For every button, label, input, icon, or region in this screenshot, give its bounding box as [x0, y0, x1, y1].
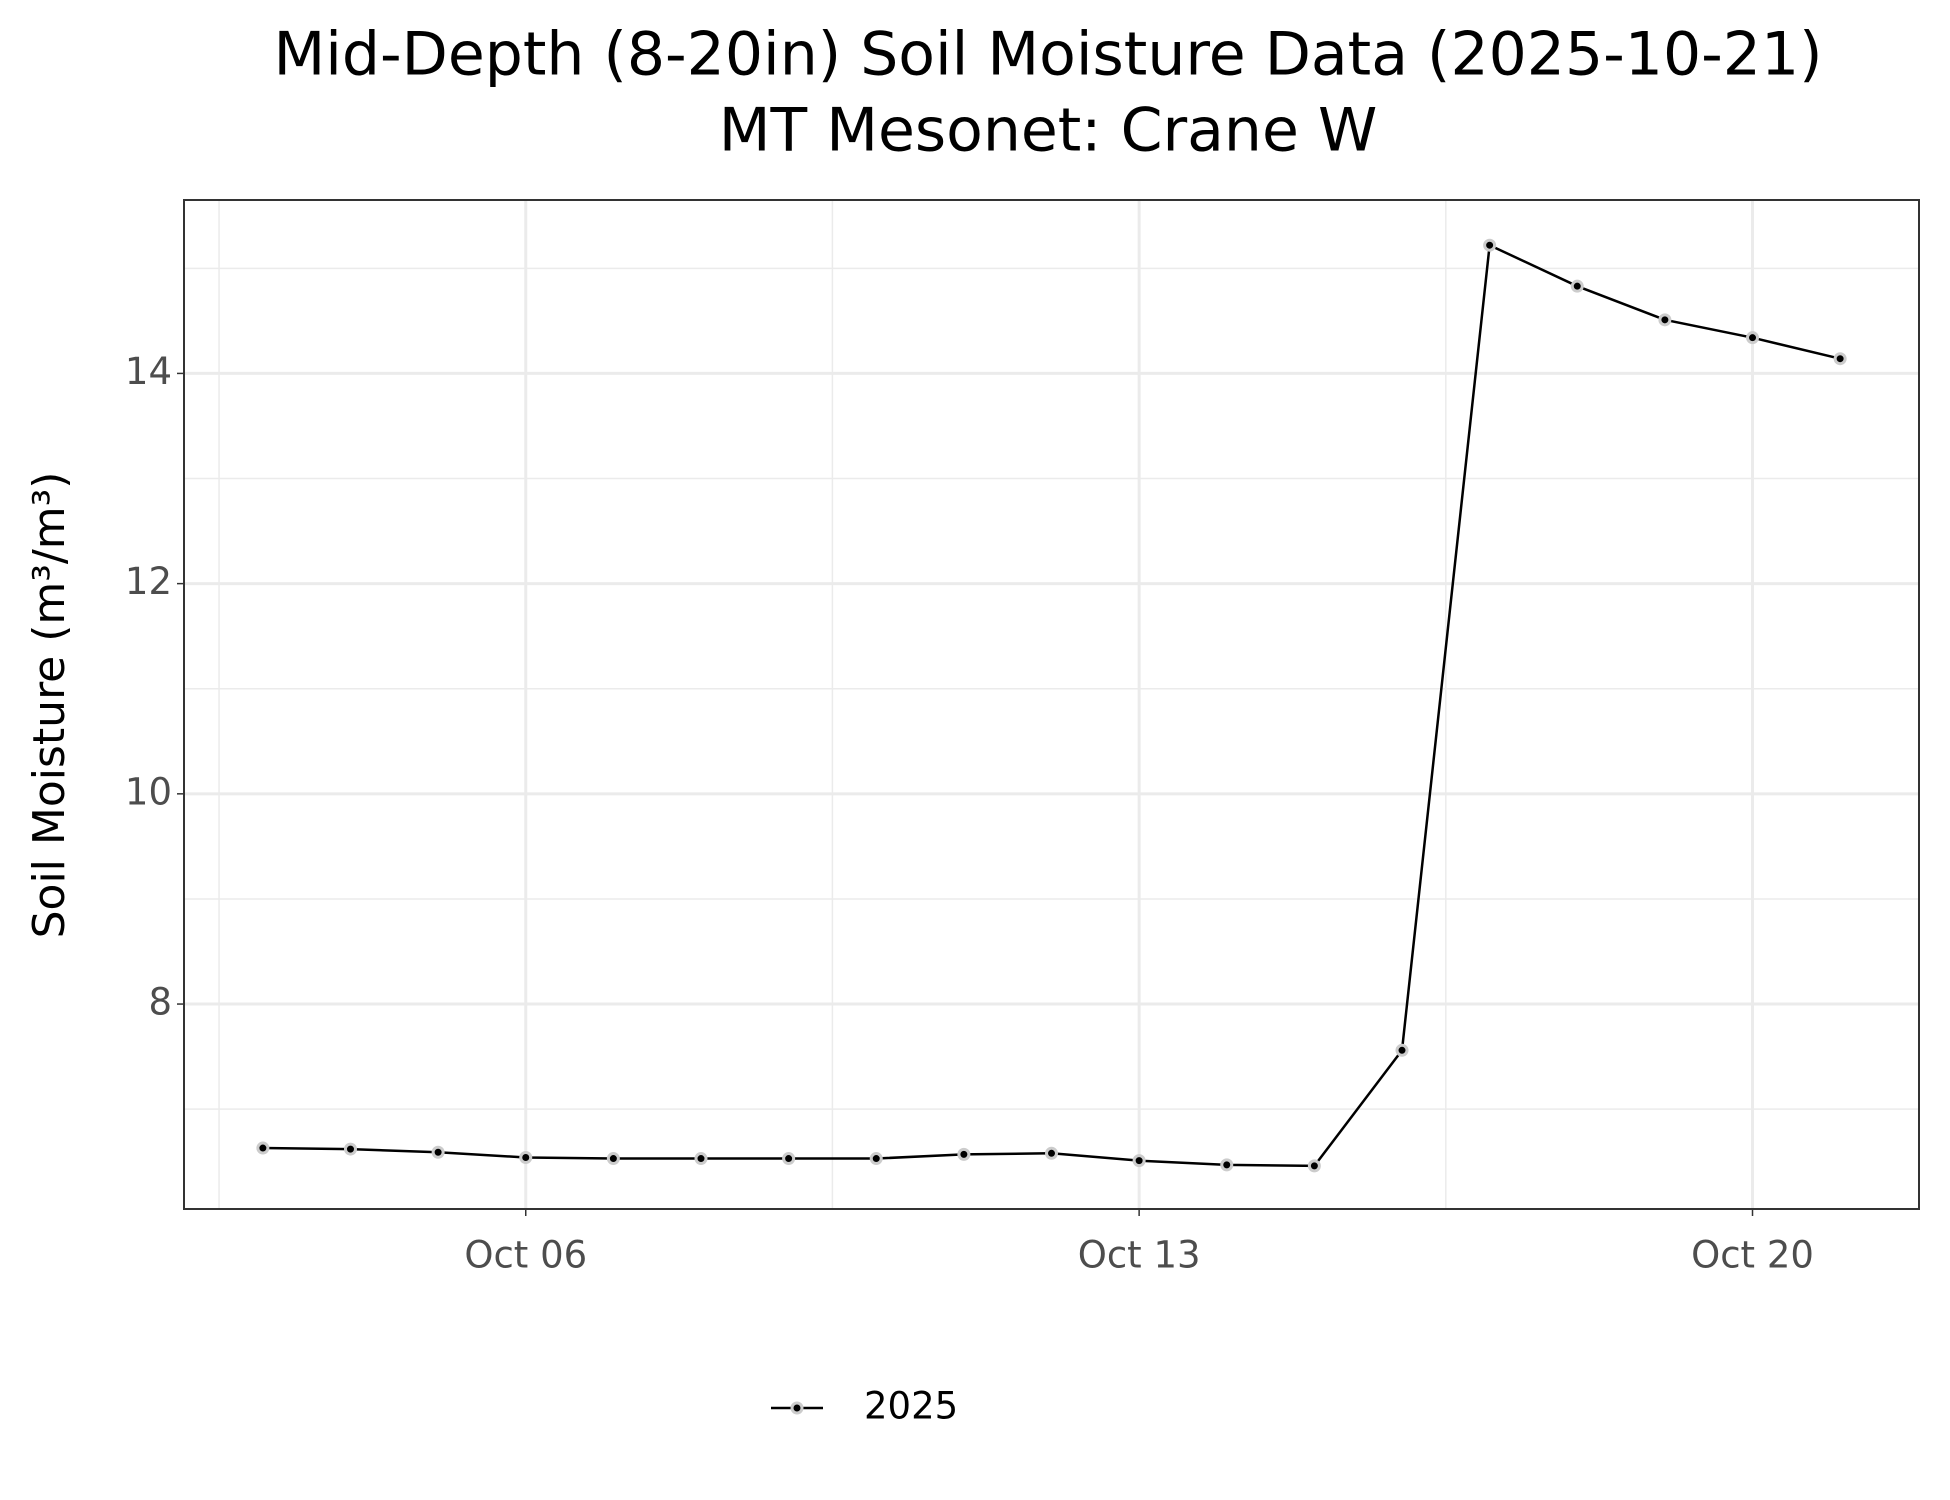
data-point — [1570, 279, 1584, 293]
x-tick-label: Oct 06 — [464, 1234, 587, 1277]
plot-border — [183, 199, 1920, 1210]
legend-label: 2025 — [864, 1385, 958, 1428]
x-tick-label: Oct 13 — [1078, 1234, 1201, 1277]
data-point — [957, 1147, 971, 1161]
y-tick-label: 8 — [148, 981, 172, 1024]
data-point — [1483, 238, 1497, 252]
data-point — [519, 1150, 533, 1164]
y-tick-label: 12 — [125, 560, 172, 603]
data-point — [869, 1152, 883, 1166]
data-point — [431, 1145, 445, 1159]
data-point — [1746, 331, 1760, 345]
data-point — [1132, 1154, 1146, 1168]
legend-marker — [790, 1401, 804, 1415]
data-point — [1220, 1158, 1234, 1172]
data-point — [1395, 1043, 1409, 1057]
data-point — [606, 1152, 620, 1166]
data-point — [1658, 313, 1672, 327]
chart-subtitle: MT Mesonet: Crane W — [719, 96, 1378, 166]
data-point — [782, 1152, 796, 1166]
data-point — [1833, 352, 1847, 366]
data-point — [343, 1142, 357, 1156]
x-tick-label: Oct 20 — [1691, 1234, 1814, 1277]
data-point — [1307, 1159, 1321, 1173]
chart-title: Mid-Depth (8-20in) Soil Moisture Data (2… — [273, 20, 1822, 90]
y-axis-label: Soil Moisture (m³/m³) — [24, 472, 75, 939]
y-tick-label: 14 — [125, 350, 172, 393]
data-point — [694, 1152, 708, 1166]
y-tick-label: 10 — [125, 770, 172, 813]
data-point — [256, 1141, 270, 1155]
data-point — [1045, 1146, 1058, 1160]
